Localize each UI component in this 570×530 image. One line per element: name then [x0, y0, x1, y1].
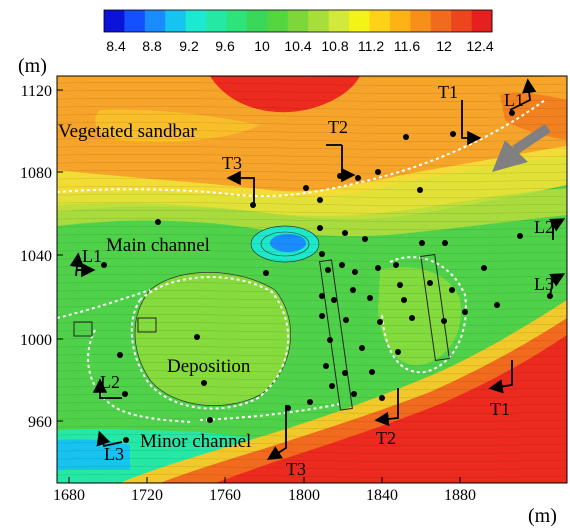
- section-T3-top: [226, 170, 255, 205]
- y-tick-label: 1120: [21, 83, 52, 100]
- section-T1-bottom: [488, 360, 513, 394]
- colorbar-label: 11.6: [394, 38, 420, 54]
- section-L1-right: [509, 78, 537, 111]
- section-L3-left: [96, 430, 123, 448]
- colorbar-label: 12.4: [466, 38, 493, 54]
- colorbar-swatch: [267, 10, 289, 32]
- colorbar-label: 10.4: [284, 38, 311, 54]
- colorbar-label: 8.8: [142, 38, 162, 54]
- colorbar-label: 8.4: [106, 38, 126, 54]
- sandbar-boundary: [57, 99, 546, 198]
- colorbar-label: 11.2: [358, 38, 384, 54]
- colorbar-swatch: [451, 10, 473, 32]
- label-vegetated-sandbar: Vegetated sandbar: [58, 121, 197, 142]
- section-label: T1: [490, 399, 510, 419]
- section-T2-top: [341, 145, 356, 183]
- section-T2-bottom: [374, 388, 399, 427]
- x-tick-label: 1840: [366, 487, 398, 504]
- colorbar-label: 9.2: [179, 38, 199, 54]
- x-tick-label: 1680: [53, 487, 85, 504]
- x-tick-label: 1800: [288, 487, 320, 504]
- section-label: L3: [104, 444, 124, 464]
- contour-line: [250, 225, 320, 263]
- x-tick-label: 1720: [131, 487, 163, 504]
- section-label: T1: [438, 82, 458, 102]
- colorbar-label: 12: [436, 38, 452, 54]
- label-minor-channel: Minor channel: [140, 431, 251, 452]
- colorbar-swatch: [410, 10, 432, 32]
- y-tick-label: 1000: [20, 332, 52, 349]
- section-label: T2: [328, 117, 348, 137]
- structure-outline: [420, 253, 450, 362]
- section-label: T3: [286, 459, 306, 479]
- colorbar-swatch: [206, 10, 228, 32]
- deposition-boundary: [199, 403, 341, 421]
- x-unit-label: (m): [528, 505, 557, 527]
- colorbar-swatch: [471, 10, 493, 32]
- y-tick-label: 1040: [20, 248, 52, 265]
- colorbar: 8.4 8.8 9.2 9.6 10 10.4 10.8 11.2 11.6 1…: [103, 9, 494, 54]
- colorbar-swatch: [430, 10, 452, 32]
- section-T1-top: [461, 100, 482, 146]
- contour-lines: [57, 76, 567, 483]
- colorbar-frame: [103, 9, 493, 33]
- section-L1-left: [69, 252, 85, 277]
- contour-line: [134, 272, 291, 406]
- section-label: L3: [534, 274, 554, 294]
- colorbar-swatch: [246, 10, 268, 32]
- colorbar-swatch: [124, 10, 146, 32]
- colorbar-swatch: [349, 10, 370, 32]
- plot-frame: [56, 75, 568, 484]
- section-markers: [69, 78, 566, 460]
- colorbar-swatch: [308, 10, 330, 32]
- elevation-map: [57, 76, 567, 483]
- colorbar-swatch: [328, 10, 350, 32]
- y-tick-label: 960: [28, 414, 52, 431]
- label-deposition: Deposition: [167, 356, 251, 377]
- colorbar-swatch: [369, 10, 391, 32]
- flow-direction-arrow: [492, 123, 551, 172]
- structure-outline: [137, 317, 157, 333]
- colorbar-swatch: [389, 10, 411, 32]
- section-label: L2: [534, 217, 554, 237]
- colorbar-swatch: [165, 10, 187, 32]
- section-label: T3: [222, 153, 242, 173]
- axis-ticks: [57, 89, 461, 483]
- y-tick-label: 1080: [20, 165, 52, 182]
- section-T3-bottom: [266, 405, 287, 460]
- section-L2-left: [92, 378, 122, 399]
- deposition-boundary: [57, 289, 151, 319]
- colorbar-label: 10: [254, 38, 270, 54]
- section-label: L1: [504, 90, 524, 110]
- colorbar-swatch: [104, 10, 125, 32]
- section-L2-right: [549, 218, 566, 240]
- section-label: T2: [376, 428, 396, 448]
- contour-line: [260, 231, 310, 257]
- x-tick-label: 1880: [444, 487, 476, 504]
- section-label: L1: [82, 246, 102, 266]
- colorbar-swatch: [287, 10, 309, 32]
- colorbar-label: 10.8: [321, 38, 348, 54]
- section-L3-right: [549, 273, 566, 297]
- label-main-channel: Main channel: [106, 235, 210, 256]
- deposition-boundary: [130, 276, 290, 410]
- structure-outline: [73, 321, 93, 337]
- section-label: L2: [100, 372, 120, 392]
- colorbar-swatch: [144, 10, 166, 32]
- y-unit-label: (m): [18, 55, 47, 77]
- structure-outline: [319, 259, 353, 411]
- colorbar-swatch: [185, 10, 207, 32]
- deposition-boundary: [87, 329, 191, 423]
- colorbar-label: 9.6: [215, 38, 235, 54]
- x-tick-label: 1760: [209, 487, 241, 504]
- colorbar-swatch: [226, 10, 248, 32]
